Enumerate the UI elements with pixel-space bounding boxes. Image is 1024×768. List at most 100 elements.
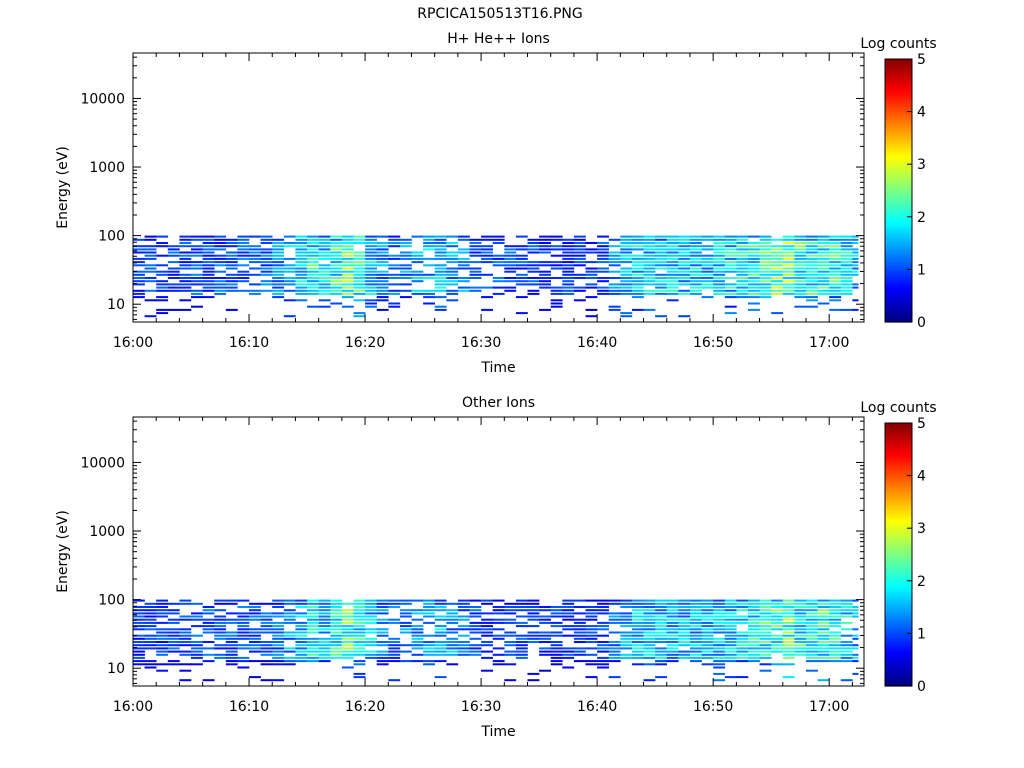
heatmap-cell xyxy=(179,254,192,257)
heatmap-cell xyxy=(597,280,609,283)
heatmap-cell xyxy=(655,315,667,318)
heatmap-cell xyxy=(353,615,366,618)
heatmap-cell xyxy=(191,625,203,628)
heatmap-cell xyxy=(446,612,459,615)
heatmap-cell xyxy=(585,631,598,634)
heatmap-cell xyxy=(295,280,308,283)
heatmap-cell xyxy=(353,663,366,666)
heatmap-cell xyxy=(492,286,505,289)
heatmap-cell xyxy=(307,251,319,254)
heatmap-cell xyxy=(690,286,702,289)
heatmap-cell xyxy=(133,660,145,663)
y-axis-label: Energy (eV) xyxy=(55,510,71,593)
heatmap-cell xyxy=(446,289,459,292)
heatmap-cell xyxy=(748,625,760,628)
heatmap-cell xyxy=(376,245,389,248)
heatmap-cell xyxy=(840,609,853,612)
heatmap-cell xyxy=(736,257,749,260)
heatmap-cell xyxy=(272,660,285,663)
heatmap-cell xyxy=(678,238,691,241)
heatmap-cell xyxy=(260,238,273,241)
heatmap-cell xyxy=(341,615,354,618)
heatmap-cell xyxy=(167,248,180,251)
heatmap-cell xyxy=(643,267,656,270)
colorbar-segment xyxy=(885,277,912,281)
heatmap-cell xyxy=(829,257,842,260)
heatmap-cell xyxy=(191,283,203,286)
heatmap-cell xyxy=(655,283,667,286)
heatmap-cell xyxy=(272,606,285,608)
heatmap-cell xyxy=(237,625,250,628)
heatmap-cell xyxy=(597,656,609,659)
heatmap-cell xyxy=(237,599,250,602)
heatmap-cell xyxy=(133,270,145,273)
heatmap-cell xyxy=(295,257,308,260)
heatmap-cell xyxy=(504,679,517,682)
heatmap-cell xyxy=(446,615,459,618)
heatmap-cell xyxy=(539,653,551,656)
heatmap-cell xyxy=(283,270,296,273)
heatmap-cell xyxy=(562,292,575,295)
heatmap-cell xyxy=(272,647,285,650)
heatmap-cell xyxy=(759,641,772,643)
colorbar-tick-label: 3 xyxy=(917,521,926,537)
heatmap-cell xyxy=(504,631,517,634)
heatmap-cell xyxy=(539,621,551,624)
heatmap-cell xyxy=(434,599,447,602)
heatmap-cell xyxy=(748,251,760,254)
heatmap-cell xyxy=(365,283,377,286)
heatmap-cell xyxy=(504,280,517,283)
heatmap-cell xyxy=(434,238,447,241)
heatmap-cell xyxy=(794,257,807,260)
heatmap-cell xyxy=(202,257,215,260)
heatmap-cell xyxy=(608,660,621,663)
heatmap-cell xyxy=(399,621,412,624)
heatmap-cell xyxy=(423,242,435,244)
heatmap-cell xyxy=(469,653,482,656)
heatmap-cell xyxy=(318,656,331,659)
heatmap-cell xyxy=(806,273,818,276)
heatmap-cell xyxy=(133,283,145,286)
heatmap-cell xyxy=(806,628,818,631)
heatmap-cell xyxy=(434,625,447,628)
heatmap-cell xyxy=(376,242,389,244)
heatmap-cell xyxy=(272,286,285,289)
heatmap-cell xyxy=(585,251,598,254)
heatmap-cell xyxy=(249,248,261,251)
colorbar-segment xyxy=(885,82,912,86)
heatmap-cell xyxy=(457,251,470,254)
heatmap-cell xyxy=(446,644,459,647)
heatmap-cell xyxy=(817,289,830,292)
heatmap-cell xyxy=(701,248,714,251)
heatmap-cell xyxy=(690,644,702,647)
heatmap-cell xyxy=(225,308,238,311)
heatmap-cell xyxy=(759,656,772,659)
heatmap-cell xyxy=(295,277,308,279)
heatmap-cell xyxy=(701,599,714,602)
heatmap-cell xyxy=(690,621,702,624)
heatmap-cell xyxy=(341,644,354,647)
heatmap-cell xyxy=(318,242,331,244)
heatmap-cell xyxy=(388,653,401,656)
heatmap-cell xyxy=(330,277,343,279)
heatmap-cell xyxy=(179,299,192,302)
heatmap-cell xyxy=(852,653,859,656)
heatmap-cell xyxy=(318,641,331,643)
heatmap-cell xyxy=(690,270,702,273)
heatmap-cell xyxy=(631,631,644,634)
heatmap-cell xyxy=(643,238,656,241)
heatmap-cell xyxy=(840,660,853,663)
heatmap-cell xyxy=(631,273,644,276)
heatmap-cell xyxy=(365,286,377,289)
heatmap-cell xyxy=(817,270,830,273)
heatmap-cell xyxy=(295,625,308,628)
heatmap-cell xyxy=(829,261,842,264)
heatmap-cell xyxy=(156,280,169,283)
heatmap-cell xyxy=(156,641,169,643)
heatmap-cell xyxy=(481,631,493,634)
heatmap-cell xyxy=(608,289,621,292)
heatmap-cell xyxy=(643,292,656,295)
heatmap-cell xyxy=(191,653,203,656)
heatmap-cell xyxy=(191,615,203,618)
heatmap-cell xyxy=(678,650,691,653)
